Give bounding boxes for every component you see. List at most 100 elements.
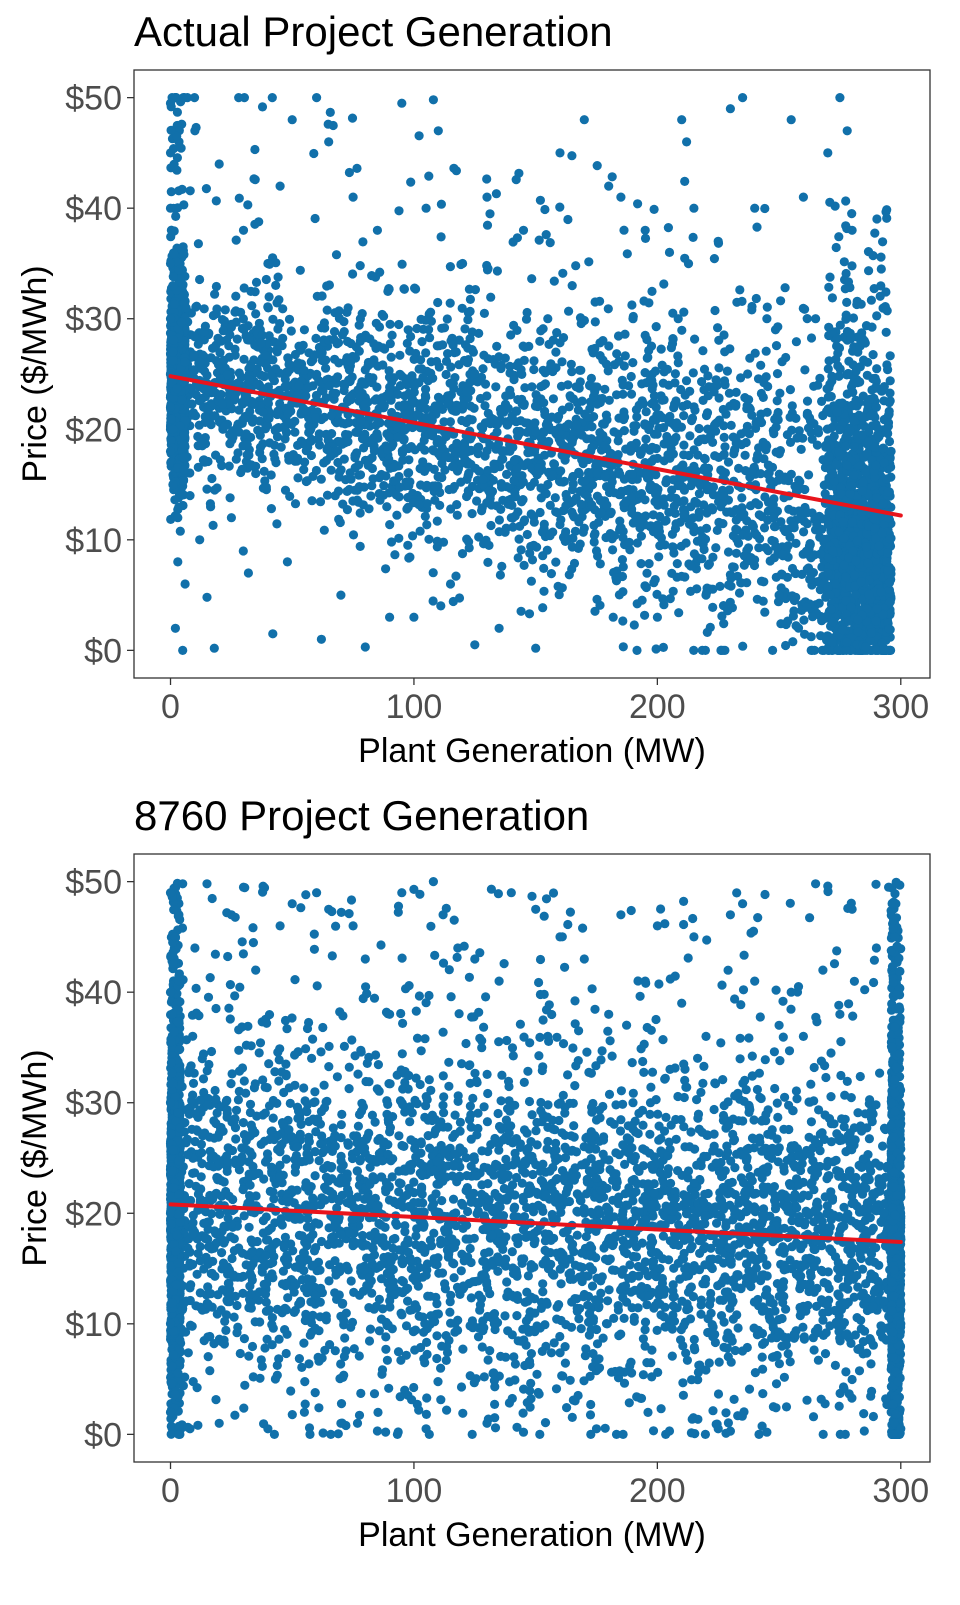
data-point: [728, 562, 737, 571]
data-point: [652, 322, 661, 331]
data-point: [458, 304, 467, 313]
data-point: [598, 394, 607, 403]
data-point: [695, 489, 704, 498]
data-point: [756, 361, 765, 370]
data-point: [760, 608, 769, 617]
data-point: [732, 438, 741, 447]
data-point: [445, 485, 454, 494]
data-point: [536, 196, 545, 205]
data-point: [194, 239, 203, 248]
data-point: [829, 617, 838, 626]
data-point: [776, 296, 785, 305]
data-point: [824, 283, 833, 292]
data-point: [235, 194, 244, 203]
data-point: [385, 520, 394, 529]
data-point: [536, 326, 545, 335]
data-point: [870, 514, 879, 523]
data-point: [381, 564, 390, 573]
data-point: [344, 303, 353, 312]
data-point: [428, 445, 437, 454]
data-point: [791, 569, 800, 578]
data-point: [300, 366, 309, 375]
data-point: [659, 279, 668, 288]
data-point: [732, 516, 741, 525]
data-point: [258, 439, 267, 448]
data-point: [496, 505, 505, 514]
data-point: [179, 250, 188, 259]
data-point: [348, 269, 357, 278]
data-point: [534, 463, 543, 472]
data-point: [547, 413, 556, 422]
data-point: [620, 361, 629, 370]
data-point: [752, 418, 761, 427]
data-point: [824, 392, 833, 401]
y-tick-label: $30: [65, 301, 122, 339]
data-point: [598, 419, 607, 428]
data-point: [596, 559, 605, 568]
data-point: [583, 491, 592, 500]
data-point: [493, 266, 502, 275]
data-point: [690, 406, 699, 415]
data-point: [828, 469, 837, 478]
data-point: [247, 301, 256, 310]
data-point: [647, 457, 656, 466]
x-tick-label: 100: [386, 688, 443, 726]
data-point: [782, 620, 791, 629]
data-point: [641, 331, 650, 340]
data-point: [420, 436, 429, 445]
data-point: [632, 412, 641, 421]
data-point: [772, 412, 781, 421]
data-point: [240, 283, 249, 292]
data-point: [375, 496, 384, 505]
data-point: [356, 542, 365, 551]
data-point: [609, 613, 618, 622]
data-point: [463, 344, 472, 353]
data-point: [632, 646, 641, 655]
x-tick-label: 0: [161, 688, 180, 726]
data-point: [172, 166, 181, 175]
data-point: [239, 355, 248, 364]
data-point: [619, 562, 628, 571]
data-point: [721, 380, 730, 389]
data-point: [509, 321, 518, 330]
data-point: [883, 306, 892, 315]
data-point: [210, 290, 219, 299]
data-point: [285, 492, 294, 501]
data-point: [497, 483, 506, 492]
data-point: [714, 518, 723, 527]
data-point: [210, 411, 219, 420]
data-point: [218, 400, 227, 409]
data-point: [672, 418, 681, 427]
data-point: [871, 616, 880, 625]
data-point: [737, 493, 746, 502]
data-point: [463, 358, 472, 367]
data-point: [699, 396, 708, 405]
data-point: [296, 266, 305, 275]
data-point: [235, 368, 244, 377]
data-point: [833, 408, 842, 417]
data-point: [505, 362, 514, 371]
data-point: [616, 523, 625, 532]
data-point: [835, 425, 844, 434]
data-point: [679, 411, 688, 420]
data-point: [252, 278, 261, 287]
data-point: [398, 260, 407, 269]
data-point: [843, 389, 852, 398]
data-point: [543, 480, 552, 489]
data-point: [512, 406, 521, 415]
data-point: [799, 616, 808, 625]
data-point: [232, 236, 241, 245]
data-point: [849, 313, 858, 322]
data-point: [615, 590, 624, 599]
data-point: [759, 378, 768, 387]
data-point: [239, 398, 248, 407]
data-point: [668, 309, 677, 318]
data-point: [477, 506, 486, 515]
data-point: [474, 443, 483, 452]
data-point: [271, 364, 280, 373]
data-point: [531, 428, 540, 437]
data-point: [273, 407, 282, 416]
data-point: [512, 175, 521, 184]
data-point: [203, 405, 212, 414]
